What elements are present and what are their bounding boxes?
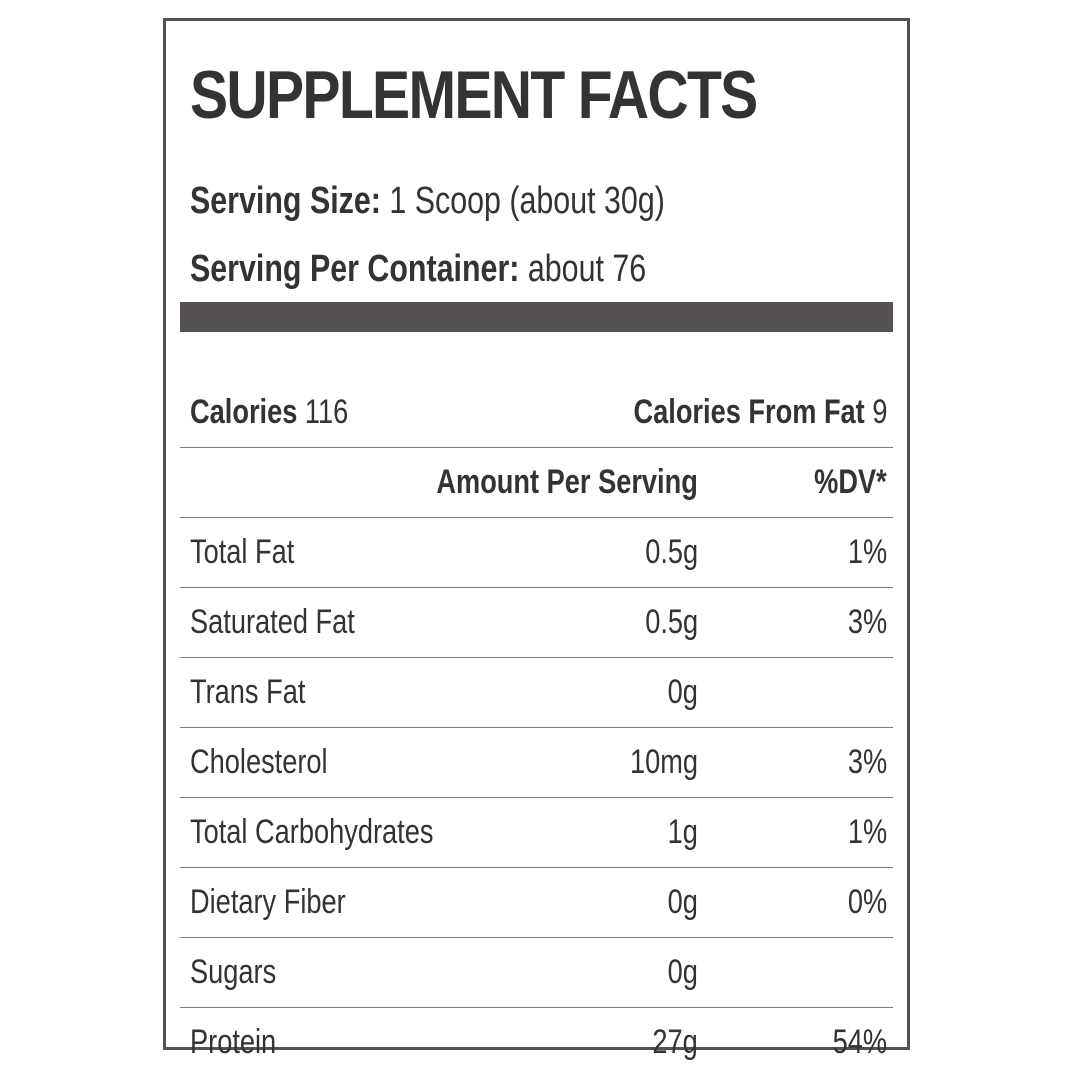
serving-size-label: Serving Size: bbox=[190, 180, 381, 222]
nutrient-amount: 10mg bbox=[629, 742, 698, 781]
nutrient-amount: 0.5g bbox=[645, 602, 698, 641]
nutrient-name: Dietary Fiber bbox=[190, 882, 346, 921]
nutrient-dv: 1% bbox=[847, 532, 887, 571]
nutrient-name: Sugars bbox=[190, 952, 277, 991]
nutrient-name: Saturated Fat bbox=[190, 602, 355, 641]
nutrient-row-trans-fat: Trans Fat 0g bbox=[180, 657, 893, 728]
calories-from-fat-value: 9 bbox=[871, 392, 887, 431]
amount-per-serving-header: Amount Per Serving bbox=[436, 462, 698, 501]
calories-label: Calories bbox=[190, 392, 298, 431]
nutrient-row-saturated-fat: Saturated Fat 0.5g 3% bbox=[180, 587, 893, 658]
nutrient-name: Total Carbohydrates bbox=[190, 812, 434, 851]
nutrient-dv: 1% bbox=[847, 812, 887, 851]
serving-size-line: Serving Size: 1 Scoop (about 30g) bbox=[190, 179, 665, 223]
nutrient-dv: 54% bbox=[832, 1022, 887, 1061]
servings-per-container-label: Serving Per Container: bbox=[190, 248, 520, 290]
servings-per-container-value: about 76 bbox=[527, 248, 647, 290]
nutrient-amount: 1g bbox=[667, 812, 698, 851]
nutrient-row-sugars: Sugars 0g bbox=[180, 937, 893, 1008]
calories-from-fat-label: Calories From Fat bbox=[633, 392, 865, 431]
calories-value: 116 bbox=[304, 392, 349, 431]
section-divider-bar bbox=[180, 302, 893, 332]
nutrient-dv: 0% bbox=[847, 882, 887, 921]
nutrient-amount: 0g bbox=[667, 952, 698, 991]
nutrient-amount: 0.5g bbox=[645, 532, 698, 571]
serving-size-value: 1 Scoop (about 30g) bbox=[389, 180, 665, 222]
nutrient-dv: 3% bbox=[847, 742, 887, 781]
nutrient-name: Total Fat bbox=[190, 532, 295, 571]
label-content: SUPPLEMENT FACTS Serving Size: 1 Scoop (… bbox=[180, 21, 893, 1061]
nutrient-dv: 3% bbox=[847, 602, 887, 641]
nutrient-row-dietary-fiber: Dietary Fiber 0g 0% bbox=[180, 867, 893, 938]
supplement-facts-label: SUPPLEMENT FACTS Serving Size: 1 Scoop (… bbox=[163, 18, 910, 1061]
nutrient-name: Trans Fat bbox=[190, 672, 306, 711]
nutrient-row-total-fat: Total Fat 0.5g 1% bbox=[180, 517, 893, 588]
servings-per-container-line: Serving Per Container: about 76 bbox=[190, 247, 646, 291]
nutrient-amount: 0g bbox=[667, 672, 698, 711]
nutrient-amount: 0g bbox=[667, 882, 698, 921]
calories-row: Calories 116 Calories From Fat 9 bbox=[180, 377, 893, 448]
nutrient-name: Cholesterol bbox=[190, 742, 328, 781]
daily-value-header: %DV* bbox=[814, 462, 887, 501]
nutrient-row-protein: Protein 27g 54% bbox=[180, 1007, 893, 1077]
nutrient-name: Protein bbox=[190, 1022, 277, 1061]
label-title: SUPPLEMENT FACTS bbox=[190, 57, 758, 133]
column-header-row: Amount Per Serving %DV* bbox=[180, 447, 893, 518]
nutrient-row-cholesterol: Cholesterol 10mg 3% bbox=[180, 727, 893, 798]
nutrient-row-total-carbohydrates: Total Carbohydrates 1g 1% bbox=[180, 797, 893, 868]
nutrient-amount: 27g bbox=[652, 1022, 698, 1061]
